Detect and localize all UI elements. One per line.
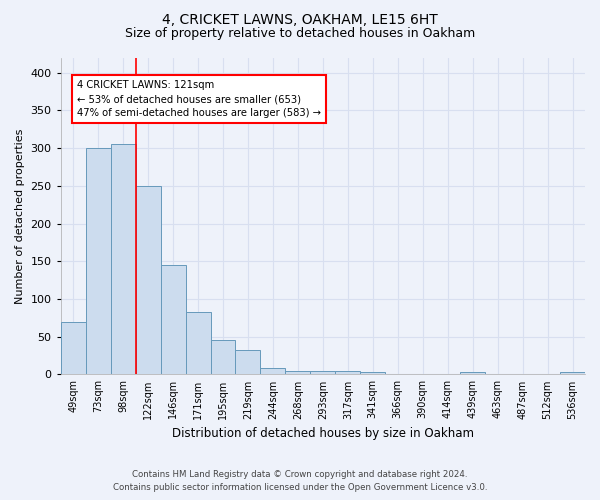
Bar [110, 144, 136, 374]
Bar [136, 186, 161, 374]
Bar [61, 322, 86, 374]
X-axis label: Distribution of detached houses by size in Oakham: Distribution of detached houses by size … [172, 427, 474, 440]
Bar [260, 368, 286, 374]
Bar [361, 372, 385, 374]
Bar [86, 148, 110, 374]
Text: Size of property relative to detached houses in Oakham: Size of property relative to detached ho… [125, 28, 475, 40]
Bar [185, 312, 211, 374]
Bar [310, 370, 335, 374]
Text: 4 CRICKET LAWNS: 121sqm
← 53% of detached houses are smaller (653)
47% of semi-d: 4 CRICKET LAWNS: 121sqm ← 53% of detache… [77, 80, 321, 118]
Text: Contains HM Land Registry data © Crown copyright and database right 2024.
Contai: Contains HM Land Registry data © Crown c… [113, 470, 487, 492]
Bar [560, 372, 585, 374]
Text: 4, CRICKET LAWNS, OAKHAM, LE15 6HT: 4, CRICKET LAWNS, OAKHAM, LE15 6HT [162, 12, 438, 26]
Bar [161, 265, 185, 374]
Bar [335, 370, 361, 374]
Bar [211, 340, 235, 374]
Bar [235, 350, 260, 374]
Bar [460, 372, 485, 374]
Bar [286, 370, 310, 374]
Y-axis label: Number of detached properties: Number of detached properties [15, 128, 25, 304]
